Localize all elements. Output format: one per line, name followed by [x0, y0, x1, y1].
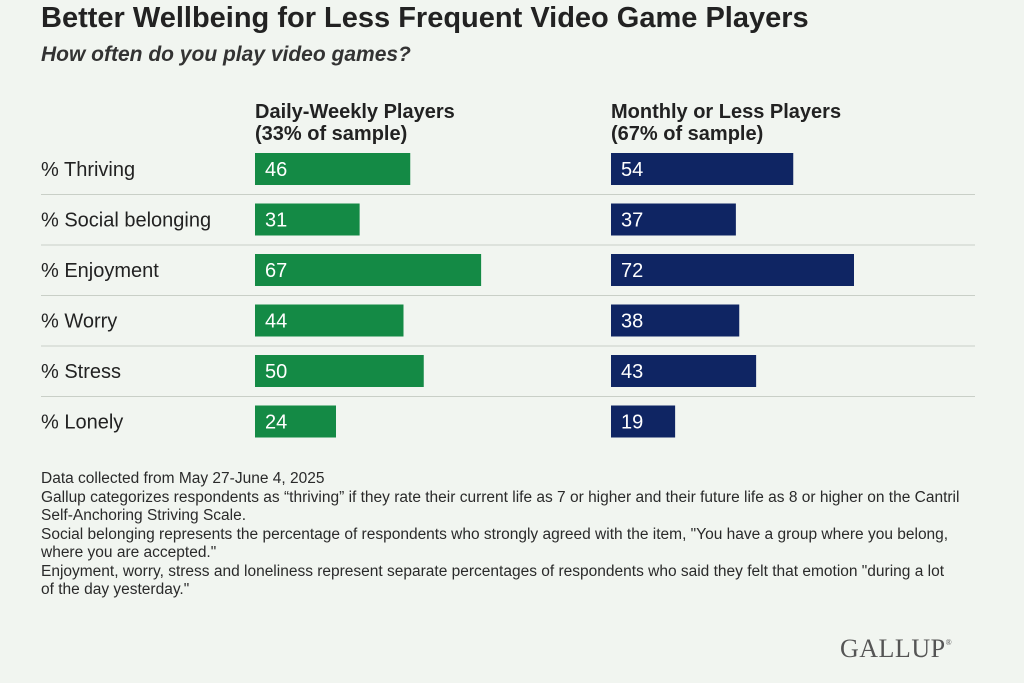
bar-value-label-monthly-or-less-players-worry: 38 [621, 311, 643, 333]
bar-daily-weekly-players-enjoyment [255, 254, 482, 286]
bar-monthly-or-less-players-worry [611, 304, 740, 337]
bar-daily-weekly-players-stress [255, 355, 424, 387]
bar-value-label-monthly-or-less-players-thriving: 54 [621, 159, 643, 181]
bar-value-label-daily-weekly-players-worry: 44 [265, 311, 287, 333]
bar-value-label-daily-weekly-players-lonely: 24 [265, 412, 287, 434]
bar-value-label-daily-weekly-players-thriving: 46 [265, 159, 287, 181]
bar-value-label-daily-weekly-players-stress: 50 [265, 361, 287, 383]
gallup-logo-text: GALLUP [840, 634, 946, 663]
bar-value-label-daily-weekly-players-enjoyment: 67 [265, 260, 287, 282]
bar-daily-weekly-players-lonely [255, 405, 336, 438]
category-label-enjoyment: % Enjoyment [41, 260, 159, 282]
registered-mark: ® [945, 638, 953, 647]
bar-daily-weekly-players-social-belonging [255, 203, 360, 236]
bar-chart: Daily-Weekly Players(33% of sample) Month… [41, 101, 975, 438]
bar-monthly-or-less-players-stress [611, 355, 757, 387]
category-label-thriving: % Thriving [41, 159, 135, 181]
chart-title: Better Wellbeing for Less Frequent Video… [41, 2, 809, 34]
bar-monthly-or-less-players-social-belonging [611, 203, 736, 236]
note-data-collection: Data collected from May 27-June 4, 2025 [41, 470, 325, 487]
bar-daily-weekly-players-thriving [255, 153, 411, 185]
series-header-monthly-or-less-players: Monthly or Less Players [611, 101, 841, 123]
note-social-belonging-definition: Social belonging represents the percenta… [41, 525, 949, 562]
note-thriving-definition: Gallup categorizes respondents as “thriv… [41, 488, 960, 525]
bar-value-label-monthly-or-less-players-enjoyment: 72 [621, 260, 643, 282]
gallup-logo: GALLUP® [840, 634, 952, 664]
category-label-worry: % Worry [41, 311, 117, 333]
chart-subtitle: How often do you play video games? [41, 43, 411, 66]
chart-notes: Data collected from May 27-June 4, 2025 … [41, 470, 961, 600]
bar-value-label-monthly-or-less-players-lonely: 19 [621, 412, 643, 434]
category-label-lonely: % Lonely [41, 412, 123, 434]
category-label-social-belonging: % Social belonging [41, 210, 211, 232]
category-label-stress: % Stress [41, 361, 121, 383]
bar-monthly-or-less-players-thriving [611, 153, 794, 185]
bar-value-label-daily-weekly-players-social-belonging: 31 [265, 210, 287, 232]
bar-daily-weekly-players-worry [255, 304, 404, 337]
series-subheader-daily-weekly-players: (33% of sample) [255, 123, 407, 145]
bar-value-label-monthly-or-less-players-social-belonging: 37 [621, 210, 643, 232]
note-emotions-definition: Enjoyment, worry, stress and loneliness … [41, 562, 944, 599]
series-subheader-monthly-or-less-players: (67% of sample) [611, 123, 763, 145]
bar-value-label-monthly-or-less-players-stress: 43 [621, 361, 643, 383]
bar-monthly-or-less-players-enjoyment [611, 254, 854, 286]
bar-monthly-or-less-players-lonely [611, 405, 676, 438]
series-header-daily-weekly-players: Daily-Weekly Players [255, 101, 455, 123]
